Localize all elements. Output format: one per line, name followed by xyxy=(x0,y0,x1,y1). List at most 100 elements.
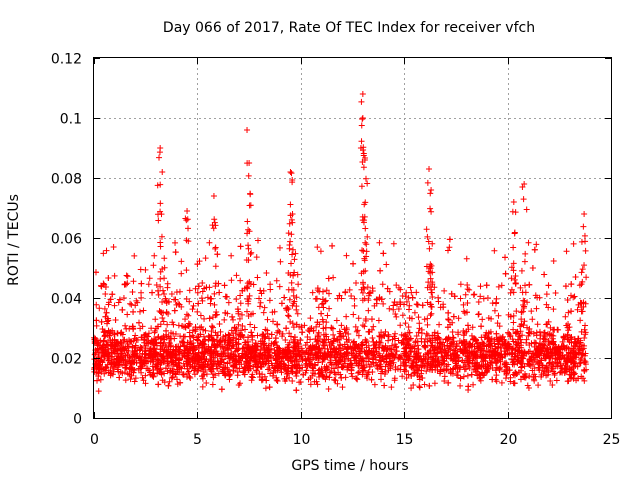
data-point xyxy=(260,341,267,348)
data-point xyxy=(402,345,409,352)
data-point xyxy=(532,292,539,299)
data-point xyxy=(293,294,300,301)
data-point xyxy=(253,254,260,261)
data-point xyxy=(100,356,107,363)
data-point xyxy=(543,301,550,308)
data-point xyxy=(519,308,526,315)
data-point xyxy=(498,379,505,386)
data-point xyxy=(136,319,143,326)
data-point xyxy=(520,196,527,203)
data-point xyxy=(408,385,415,392)
data-point xyxy=(366,328,373,335)
data-point xyxy=(95,388,102,395)
data-point xyxy=(350,311,357,318)
data-point xyxy=(461,345,468,352)
data-point xyxy=(157,359,164,366)
data-point xyxy=(541,368,548,375)
data-point xyxy=(354,376,361,383)
peak-point xyxy=(246,160,253,166)
data-point xyxy=(297,337,304,344)
data-point xyxy=(565,327,572,334)
data-point xyxy=(449,339,456,346)
data-point xyxy=(288,170,295,177)
data-point xyxy=(237,300,244,307)
data-point xyxy=(243,284,250,291)
data-point xyxy=(498,282,505,289)
y-tick-label: 0.12 xyxy=(51,52,82,68)
data-point xyxy=(398,340,405,347)
data-point xyxy=(535,364,542,371)
data-point xyxy=(261,304,268,311)
data-point xyxy=(530,361,537,368)
data-point xyxy=(480,357,487,364)
data-point xyxy=(477,293,484,300)
data-point xyxy=(361,295,368,302)
data-point xyxy=(571,293,578,300)
data-point xyxy=(157,208,164,215)
data-point xyxy=(105,317,112,324)
data-point xyxy=(192,351,199,358)
data-point xyxy=(266,297,273,304)
data-point xyxy=(485,363,492,370)
data-point xyxy=(440,304,447,311)
data-point xyxy=(424,321,431,328)
data-point xyxy=(532,351,539,358)
data-point xyxy=(387,346,394,353)
data-point xyxy=(445,379,452,386)
data-point xyxy=(373,349,380,356)
data-point xyxy=(492,348,499,355)
data-point xyxy=(401,350,408,357)
data-point xyxy=(318,310,325,317)
data-point xyxy=(397,322,404,329)
data-point xyxy=(564,336,571,343)
data-point xyxy=(423,226,430,233)
data-point xyxy=(452,355,459,362)
data-point xyxy=(439,341,446,348)
data-point xyxy=(334,351,341,358)
data-point xyxy=(580,303,587,310)
data-point xyxy=(438,348,445,355)
data-point xyxy=(426,335,433,342)
data-point xyxy=(381,332,388,339)
data-point xyxy=(164,284,171,291)
data-point xyxy=(477,283,484,290)
data-point xyxy=(419,362,426,369)
data-point xyxy=(424,315,431,322)
data-point xyxy=(330,274,337,281)
data-point xyxy=(172,370,179,377)
data-point xyxy=(101,333,108,340)
data-point xyxy=(475,311,482,318)
data-point xyxy=(214,350,221,357)
data-point xyxy=(521,258,528,265)
data-point xyxy=(237,243,244,250)
data-point xyxy=(210,365,217,372)
data-point xyxy=(315,333,322,340)
data-point xyxy=(303,367,310,374)
data-point xyxy=(406,353,413,360)
data-point xyxy=(515,347,522,354)
data-point xyxy=(124,273,131,280)
data-point xyxy=(176,356,183,363)
data-point xyxy=(138,280,145,287)
x-tick-label: 10 xyxy=(293,432,311,448)
data-point xyxy=(508,275,515,282)
data-point xyxy=(291,269,298,276)
data-point xyxy=(314,381,321,388)
data-point xyxy=(300,371,307,378)
data-point xyxy=(181,363,188,370)
data-point xyxy=(358,138,365,145)
data-point xyxy=(551,326,558,333)
data-point xyxy=(449,328,456,335)
data-point xyxy=(283,353,290,360)
data-point xyxy=(512,330,519,337)
data-point xyxy=(258,290,265,297)
data-point xyxy=(214,332,221,339)
data-point xyxy=(285,286,292,293)
data-point xyxy=(328,361,335,368)
data-point xyxy=(341,341,348,348)
data-point xyxy=(244,218,251,225)
data-point xyxy=(140,307,147,314)
data-point xyxy=(290,324,297,331)
data-point xyxy=(215,370,222,377)
data-point xyxy=(421,316,428,323)
